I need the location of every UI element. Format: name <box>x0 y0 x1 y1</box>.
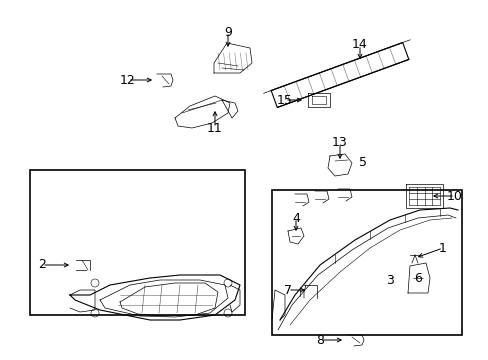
Text: 10: 10 <box>446 189 462 202</box>
Text: 9: 9 <box>224 26 231 39</box>
Text: 1: 1 <box>438 242 446 255</box>
Text: 14: 14 <box>351 39 367 51</box>
Text: 13: 13 <box>331 136 347 149</box>
Bar <box>271 190 461 335</box>
Text: 4: 4 <box>291 211 299 225</box>
Text: 6: 6 <box>413 271 421 284</box>
Bar <box>30 170 244 315</box>
Text: 11: 11 <box>207 122 223 135</box>
Text: 3: 3 <box>385 274 393 287</box>
Text: 12: 12 <box>120 73 136 86</box>
Text: 2: 2 <box>38 258 46 271</box>
Text: 8: 8 <box>315 333 324 346</box>
Text: 5: 5 <box>358 157 366 170</box>
Text: 7: 7 <box>284 284 291 297</box>
Text: 15: 15 <box>277 94 292 107</box>
